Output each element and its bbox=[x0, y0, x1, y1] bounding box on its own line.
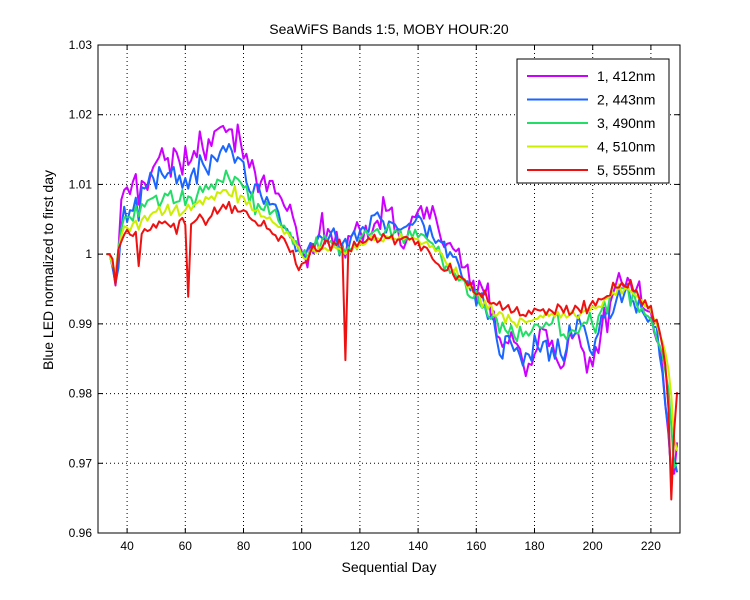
series-line-1 bbox=[106, 123, 679, 475]
axis-ticks: 0.96 0.97 0.98 0.99 1 1.01 1.02 1.03 40 60 80 100 12… bbox=[69, 38, 680, 553]
x-axis-title: Sequential Day bbox=[342, 559, 437, 575]
x-tick-label: 160 bbox=[466, 539, 486, 553]
legend-label-3: 3, 490nm bbox=[597, 115, 655, 131]
series-line-5 bbox=[106, 200, 679, 501]
series-lines bbox=[106, 123, 679, 501]
y-tick-label: 1.03 bbox=[69, 38, 93, 52]
y-tick-label: 1.01 bbox=[69, 177, 93, 191]
x-tick-label: 220 bbox=[641, 539, 661, 553]
legend-label-4: 4, 510nm bbox=[597, 139, 655, 155]
legend-label-1: 1, 412nm bbox=[597, 68, 655, 84]
x-tick-label: 80 bbox=[237, 539, 251, 553]
legend: 1, 412nm 2, 443nm 3, 490nm 4, 510nm 5, 555nm bbox=[516, 58, 670, 184]
x-tick-label: 60 bbox=[179, 539, 193, 553]
x-tick-label: 200 bbox=[583, 539, 603, 553]
y-tick-label: 1 bbox=[85, 247, 92, 261]
x-tick-label: 140 bbox=[408, 539, 428, 553]
y-tick-label: 1.02 bbox=[69, 108, 93, 122]
y-tick-label: 0.97 bbox=[69, 456, 93, 470]
x-tick-label: 180 bbox=[524, 539, 544, 553]
x-tick-label: 100 bbox=[292, 539, 312, 553]
plot-frame bbox=[97, 44, 681, 534]
legend-label-5: 5, 555nm bbox=[597, 162, 655, 178]
legend-label-2: 2, 443nm bbox=[597, 92, 655, 108]
y-axis-title: Blue LED normalized to first day bbox=[40, 170, 56, 370]
x-tick-label: 40 bbox=[120, 539, 134, 553]
legend-box bbox=[516, 58, 670, 184]
x-tick-label: 120 bbox=[350, 539, 370, 553]
chart-title: SeaWiFS Bands 1:5, MOBY HOUR:20 bbox=[269, 21, 509, 37]
y-tick-label: 0.98 bbox=[69, 387, 93, 401]
y-tick-label: 0.96 bbox=[69, 526, 93, 540]
y-tick-label: 0.99 bbox=[69, 317, 93, 331]
